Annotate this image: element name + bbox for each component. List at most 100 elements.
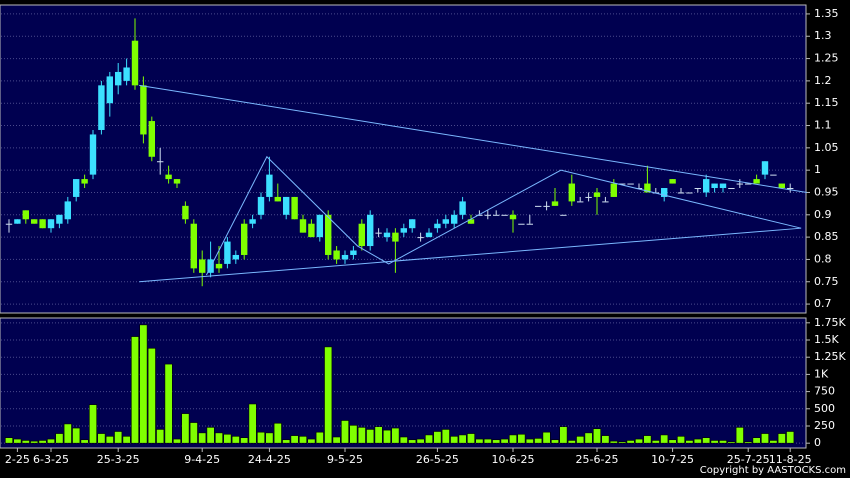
candle-body (291, 196, 298, 220)
volume-bar (550, 439, 559, 444)
volume-bar (416, 438, 425, 444)
candle-body (358, 223, 365, 247)
volume-bar (735, 427, 744, 444)
volume-bar (567, 440, 576, 444)
candle-body (249, 219, 256, 224)
candle-body (719, 183, 727, 189)
x-tick-label: 25-6-25 (576, 453, 619, 466)
volume-bar (634, 438, 643, 444)
candle-body (509, 214, 517, 220)
candle-body (215, 263, 223, 269)
volume-bar (651, 440, 660, 444)
volume-bar (215, 432, 224, 444)
volume-bar (63, 423, 72, 444)
volume-bar (769, 440, 778, 444)
candle-body (392, 232, 399, 242)
x-tick-label: 6-3-25 (33, 453, 69, 466)
volume-bar (534, 438, 543, 444)
x-tick-label: 26-5-25 (416, 453, 459, 466)
candle-body (325, 214, 332, 255)
candle-body (526, 223, 533, 225)
volume-bar (760, 433, 769, 444)
candle-body (73, 179, 80, 197)
candle-body (661, 188, 668, 197)
y-tick-label: 1.1 (814, 119, 832, 132)
y-tick-label: 0.75 (814, 275, 839, 288)
candle-body (467, 219, 475, 224)
candle-body (459, 201, 466, 215)
volume-bar (500, 438, 509, 444)
volume-bar (366, 429, 375, 444)
volume-bar (156, 429, 165, 444)
candle-body (493, 214, 500, 216)
candle-body (56, 214, 63, 224)
volume-bar (340, 420, 349, 444)
volume-bar (584, 432, 593, 444)
x-tick-label: 9-4-25 (184, 453, 220, 466)
volume-bar (676, 436, 685, 444)
y-tick-label: 750 (814, 385, 835, 398)
candle-body (98, 85, 105, 130)
volume-bar (408, 439, 417, 444)
candle-body (736, 183, 743, 185)
volume-bar (282, 439, 291, 444)
volume-bar (685, 440, 694, 444)
volume-bar (80, 439, 89, 444)
volume-bar (786, 431, 795, 444)
candle-body (451, 214, 458, 224)
candle-body (299, 219, 307, 233)
y-tick-label: 1.05 (814, 141, 839, 154)
volume-bar (399, 436, 408, 444)
candle-body (753, 179, 760, 184)
candle-body (434, 223, 441, 229)
candle-body (551, 201, 559, 206)
volume-bar (298, 436, 307, 444)
candle-body (711, 183, 718, 189)
candle-body (383, 232, 391, 238)
volume-bar (181, 413, 190, 444)
candle-body (308, 223, 315, 238)
candle-body (241, 223, 248, 255)
x-tick-label: 25-3-25 (97, 453, 140, 466)
volume-bar (198, 432, 207, 444)
candle-body (501, 214, 508, 216)
y-tick-label: 0 (814, 436, 821, 449)
volume-bar (618, 441, 627, 444)
candle-body (694, 188, 701, 190)
candle-body (778, 183, 785, 189)
candle-body (669, 179, 676, 184)
volume-bar (508, 434, 517, 444)
volume-bar (38, 440, 47, 444)
volume-bar (223, 433, 232, 444)
volume-bar (105, 436, 114, 444)
volume-bar (727, 441, 736, 444)
candle-body (39, 219, 46, 229)
volume-bar (55, 433, 64, 444)
volume-bar (450, 436, 459, 444)
volume-bar (248, 403, 257, 444)
volume-bar (240, 437, 249, 444)
candle-body (157, 161, 164, 163)
candle-body (745, 183, 752, 185)
volume-bar (668, 439, 677, 444)
volume-bar (382, 429, 391, 444)
candle-body (577, 201, 584, 203)
candle-body (543, 205, 550, 207)
x-tick-label: 11-8-25 (769, 453, 812, 466)
y-tick-label: 1.35 (814, 7, 839, 20)
volume-bar (559, 426, 568, 444)
volume-bar (601, 435, 610, 444)
volume-bar (97, 433, 106, 444)
volume-bar (744, 441, 753, 444)
candle-body (442, 219, 449, 224)
volume-bar (710, 440, 719, 444)
candle-body (686, 192, 693, 194)
candle-body (610, 183, 617, 197)
y-tick-label: 1.25 (814, 52, 839, 65)
candle-body (770, 174, 777, 176)
candle-body (5, 223, 13, 225)
y-tick-label: 1.75K (814, 316, 846, 329)
volume-bar (173, 438, 182, 444)
volume-bar (206, 427, 215, 444)
